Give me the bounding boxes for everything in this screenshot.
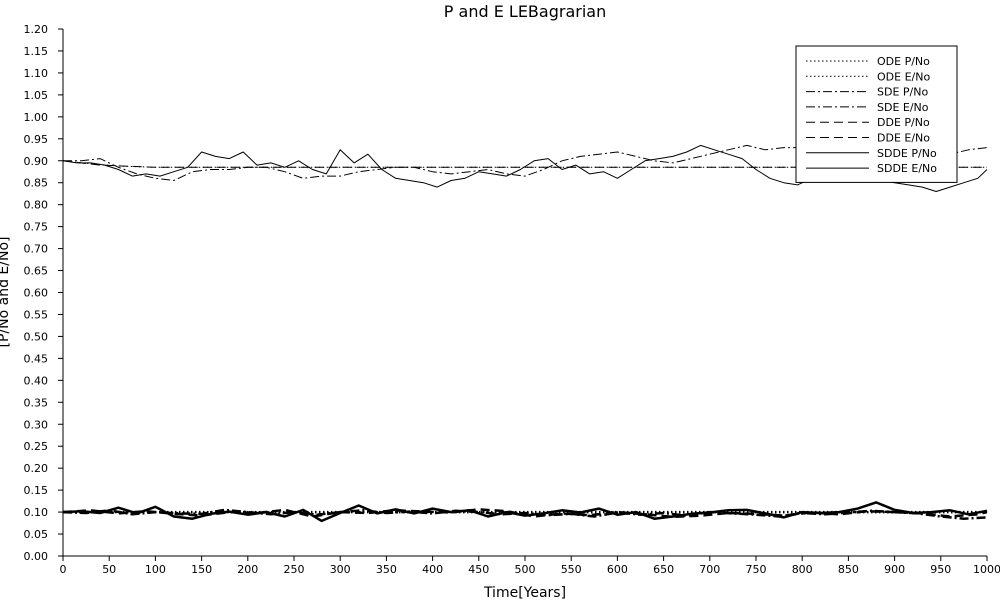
x-tick-label: 400 (422, 563, 443, 576)
legend: ODE P/No ODE E/No SDE P/No SDE E/No DDE P/No… (795, 45, 958, 183)
y-tick-label: 0.75 (24, 221, 49, 234)
legend-label: ODE E/No (877, 70, 930, 83)
y-tick-label: 0.05 (24, 528, 49, 541)
x-tick-label: 700 (699, 563, 720, 576)
legend-label: SDE E/No (877, 101, 929, 114)
x-tick-label: 300 (330, 563, 351, 576)
y-tick-label: 1.05 (24, 89, 49, 102)
y-tick-label: 0.35 (24, 396, 49, 409)
y-tick-label: 0.50 (24, 330, 49, 343)
y-tick-label: 0.90 (24, 155, 49, 168)
x-tick-label: 650 (653, 563, 674, 576)
axes: 0.00 0.05 0.10 0.15 0.20 0.25 0.30 0.35 0.40 0.45… (24, 23, 1000, 576)
x-tick-label: 750 (746, 563, 767, 576)
y-tick-label: 0.60 (24, 287, 49, 300)
x-tick-label: 200 (237, 563, 258, 576)
legend-label: SDDE E/No (877, 162, 937, 175)
legend-label: DDE P/No (877, 116, 930, 129)
y-tick-label: 0.40 (24, 374, 49, 387)
legend-label: ODE P/No (877, 55, 930, 68)
x-tick-label: 900 (884, 563, 905, 576)
x-tick-label: 600 (607, 563, 628, 576)
x-tick-label: 150 (191, 563, 212, 576)
y-axis-title: [P/No and E/No] (0, 237, 12, 348)
legend-label: SDDE P/No (877, 147, 937, 160)
y-tick-label: 0.30 (24, 418, 49, 431)
x-tick-label: 1000 (973, 563, 1000, 576)
y-tick-label: 1.15 (24, 45, 49, 58)
series-line-sdde-e-no (62, 501, 988, 523)
y-tick-label: 0.85 (24, 177, 49, 190)
y-tick-label: 0.45 (24, 352, 49, 365)
y-tick-label: 0.20 (24, 462, 49, 475)
y-tick-label: 0.80 (24, 199, 49, 212)
x-tick-label: 500 (515, 563, 536, 576)
legend-label: DDE E/No (877, 132, 930, 145)
y-tick-label: 0.10 (24, 506, 49, 519)
x-tick-label: 800 (792, 563, 813, 576)
x-tick-label: 100 (145, 563, 166, 576)
x-tick-label: 50 (102, 563, 116, 576)
y-tick-label: 1.00 (24, 111, 49, 124)
x-tick-label: 950 (930, 563, 951, 576)
x-tick-label: 0 (60, 563, 67, 576)
x-tick-label: 450 (468, 563, 489, 576)
x-tick-label: 550 (561, 563, 582, 576)
y-tick-label: 0.25 (24, 440, 49, 453)
chart-title: P and E LEBagrarian (444, 2, 606, 21)
x-tick-label: 850 (838, 563, 859, 576)
y-tick-label: 0.70 (24, 243, 49, 256)
y-tick-label: 1.20 (24, 23, 49, 36)
series-group (62, 144, 988, 523)
y-tick-label: 0.95 (24, 133, 49, 146)
y-tick-label: 0.15 (24, 484, 49, 497)
y-tick-label: 0.00 (24, 550, 49, 563)
x-tick-label: 350 (376, 563, 397, 576)
legend-label: SDE P/No (877, 86, 928, 99)
y-tick-label: 0.65 (24, 265, 49, 278)
y-tick-label: 0.55 (24, 308, 49, 321)
x-axis-title: Time[Years] (483, 585, 566, 600)
legend-box (795, 45, 958, 183)
x-tick-label: 250 (284, 563, 305, 576)
y-tick-label: 1.10 (24, 67, 49, 80)
